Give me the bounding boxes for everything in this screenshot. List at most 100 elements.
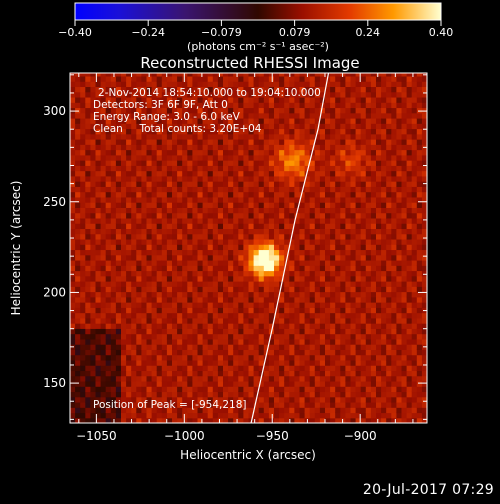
heatmap-cell (309, 286, 316, 293)
heatmap-cell (391, 359, 397, 366)
heatmap-cell (192, 370, 199, 377)
heatmap-cell (335, 102, 341, 109)
heatmap-cell (105, 349, 112, 356)
heatmap-cell (248, 259, 255, 266)
heatmap-cell (126, 396, 132, 403)
heatmap-cell (172, 344, 178, 350)
heatmap-cell (182, 254, 188, 261)
heatmap-cell (258, 117, 265, 124)
heatmap-cell (223, 170, 229, 177)
heatmap-cell (325, 181, 331, 187)
heatmap-cell (319, 401, 326, 408)
heatmap-cell (330, 175, 336, 182)
heatmap-cell (141, 73, 148, 77)
heatmap-cell (156, 412, 163, 419)
heatmap-cell (187, 354, 193, 361)
heatmap-cell (197, 96, 204, 103)
heatmap-cell (177, 281, 183, 287)
heatmap-cell (146, 191, 153, 198)
heatmap-cell (207, 149, 214, 156)
heatmap-cell (212, 170, 219, 177)
heatmap-cell (376, 391, 382, 398)
heatmap-cell (202, 407, 209, 414)
heatmap-cell (274, 317, 280, 324)
heatmap-cell (396, 238, 403, 245)
heatmap-cell (207, 275, 214, 282)
heatmap-cell (207, 128, 214, 135)
heatmap-cell (304, 296, 311, 303)
heatmap-cell (289, 380, 295, 387)
heatmap-cell (391, 365, 397, 372)
heatmap-cell (75, 407, 81, 414)
heatmap-cell (304, 302, 311, 308)
heatmap-cell (75, 338, 81, 345)
heatmap-cell (263, 254, 270, 261)
heatmap-cell (396, 81, 403, 88)
heatmap-cell (146, 233, 153, 240)
heatmap-cell (294, 338, 301, 345)
heatmap-cell (335, 323, 341, 329)
heatmap-cell (75, 102, 81, 109)
heatmap-cell (263, 154, 270, 161)
heatmap-cell (115, 160, 122, 166)
heatmap-cell (304, 317, 311, 324)
heatmap-cell (406, 139, 413, 145)
heatmap-cell (110, 296, 117, 303)
heatmap-cell (335, 254, 341, 261)
heatmap-cell (289, 144, 295, 151)
heatmap-cell (360, 228, 367, 235)
heatmap-cell (335, 312, 341, 319)
heatmap-cell (100, 354, 107, 361)
heatmap-cell (386, 233, 392, 240)
heatmap-cell (131, 302, 137, 308)
heatmap-cell (370, 102, 377, 109)
heatmap-cell (355, 407, 362, 414)
heatmap-cell (95, 144, 102, 151)
heatmap-cell (386, 286, 392, 293)
heatmap-cell (228, 417, 234, 423)
heatmap-cell (110, 133, 117, 140)
heatmap-cell (365, 144, 372, 151)
heatmap-cell (294, 107, 301, 114)
heatmap-cell (325, 380, 331, 387)
heatmap-cell (370, 254, 377, 261)
heatmap-cell (202, 212, 209, 219)
heatmap-cell (80, 217, 86, 224)
heatmap-cell (136, 112, 142, 119)
heatmap-cell (360, 370, 367, 377)
heatmap-cell (365, 202, 372, 208)
heatmap-cell (263, 73, 270, 77)
heatmap-cell (110, 160, 117, 166)
heatmap-cell (360, 170, 367, 177)
heatmap-cell (355, 207, 362, 214)
heatmap-cell (325, 312, 331, 319)
heatmap-cell (121, 133, 127, 140)
heatmap-cell (141, 349, 148, 356)
heatmap-cell (115, 196, 122, 203)
heatmap-cell (258, 344, 265, 350)
heatmap-cell (161, 412, 168, 419)
heatmap-cell (289, 302, 295, 308)
heatmap-cell (309, 117, 316, 124)
heatmap-cell (156, 296, 163, 303)
heatmap-cell (421, 323, 427, 329)
heatmap-cell (360, 307, 367, 314)
heatmap-cell (212, 228, 219, 235)
heatmap-cell (121, 149, 127, 156)
heatmap-cell (274, 401, 280, 408)
heatmap-cell (401, 391, 408, 398)
heatmap-cell (304, 396, 311, 403)
heatmap-cell (212, 117, 219, 124)
heatmap-cell (238, 165, 244, 172)
heatmap-cell (421, 401, 427, 408)
heatmap-cell (233, 291, 239, 298)
heatmap-cell (207, 265, 214, 272)
heatmap-cell (268, 228, 275, 235)
heatmap-cell (238, 412, 244, 419)
heatmap-cell (177, 323, 183, 329)
heatmap-cell (314, 244, 321, 251)
heatmap-cell (411, 160, 418, 166)
heatmap-cell (294, 238, 301, 245)
heatmap-cell (406, 401, 413, 408)
heatmap-cell (248, 154, 255, 161)
